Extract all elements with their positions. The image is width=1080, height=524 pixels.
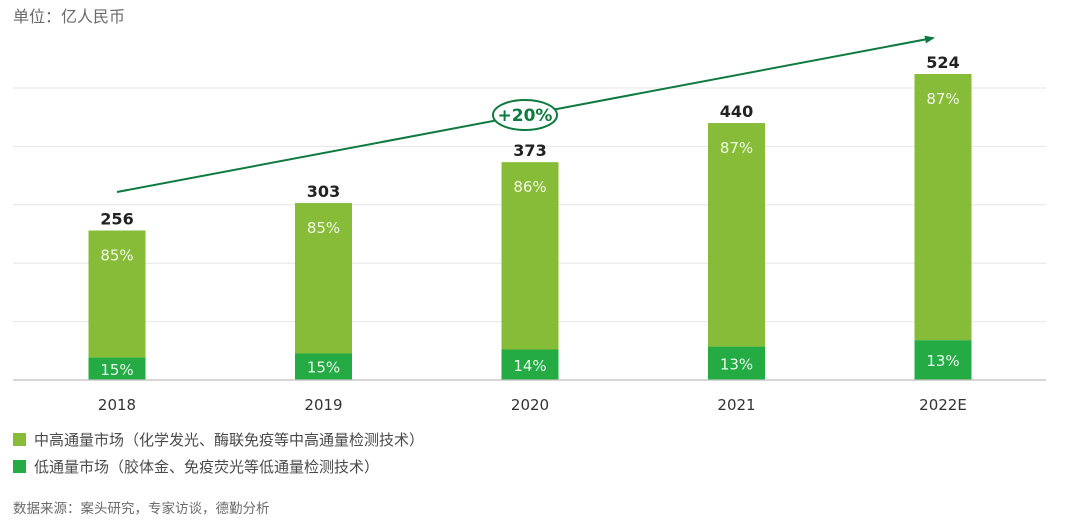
bar-high-throughput-2019	[295, 203, 352, 354]
share-label-low-2018: 15%	[100, 361, 133, 379]
legend-swatch-low-throughput	[13, 460, 26, 473]
data-labels: 256 85% 15% 303 85% 15% 373 86% 14% 440 87% 13% 524 8…	[100, 53, 959, 379]
share-label-low-2022E: 13%	[926, 352, 959, 370]
share-label-high-2020: 86%	[513, 178, 546, 196]
total-label-2018: 256	[100, 210, 133, 229]
total-label-2019: 303	[307, 182, 340, 201]
x-tick-label-2022E: 2022E	[919, 396, 967, 414]
x-tick-label-2020: 2020	[511, 396, 549, 414]
share-label-low-2020: 14%	[513, 357, 546, 375]
share-label-high-2018: 85%	[100, 247, 133, 265]
total-label-2022E: 524	[926, 53, 959, 72]
bar-chart: 256 85% 15% 303 85% 15% 373 86% 14% 440 87% 13% 524 8…	[13, 35, 1046, 414]
legend-swatch-high-throughput	[13, 433, 26, 446]
total-label-2021: 440	[720, 102, 753, 121]
bars	[88, 74, 972, 380]
bar-low-throughput-2022E	[914, 340, 972, 380]
total-label-2020: 373	[513, 141, 546, 160]
bar-high-throughput-2020	[501, 162, 559, 350]
share-label-low-2021: 13%	[720, 355, 753, 373]
legend-item-low-throughput: 低通量市场（胶体金、免疫荧光等低通量检测技术）	[13, 453, 424, 480]
legend-item-high-throughput: 中高通量市场（化学发光、酶联免疫等中高通量检测技术）	[13, 426, 424, 453]
legend-label-low-throughput: 低通量市场（胶体金、免疫荧光等低通量检测技术）	[34, 458, 380, 476]
x-axis-ticks: 2018 2019 2020 2021 2022E	[98, 396, 967, 414]
unit-label: 单位：亿人民币	[13, 7, 126, 26]
x-tick-label-2019: 2019	[304, 396, 342, 414]
share-label-high-2021: 87%	[720, 139, 753, 157]
bar-low-throughput-2021	[708, 346, 765, 380]
growth-badge-label: +20%	[498, 106, 553, 126]
x-tick-label-2018: 2018	[98, 396, 136, 414]
growth-badge-ellipse	[492, 99, 558, 131]
x-tick-label-2021: 2021	[717, 396, 755, 414]
share-label-high-2019: 85%	[307, 219, 340, 237]
share-label-low-2019: 15%	[307, 359, 340, 377]
legend-label-high-throughput: 中高通量市场（化学发光、酶联免疫等中高通量检测技术）	[34, 431, 425, 449]
bar-low-throughput-2019	[295, 353, 352, 380]
bar-low-throughput-2018	[88, 357, 146, 380]
bar-high-throughput-2022E	[914, 74, 972, 341]
bar-low-throughput-2020	[501, 349, 559, 380]
bar-high-throughput-2021	[708, 123, 765, 347]
bar-high-throughput-2018	[88, 230, 146, 358]
share-label-high-2022E: 87%	[926, 90, 959, 108]
source-note: 数据来源：案头研究，专家访谈，德勤分析	[13, 501, 270, 517]
legend: 中高通量市场（化学发光、酶联免疫等中高通量检测技术） 低通量市场（胶体金、免疫荧…	[13, 426, 424, 480]
